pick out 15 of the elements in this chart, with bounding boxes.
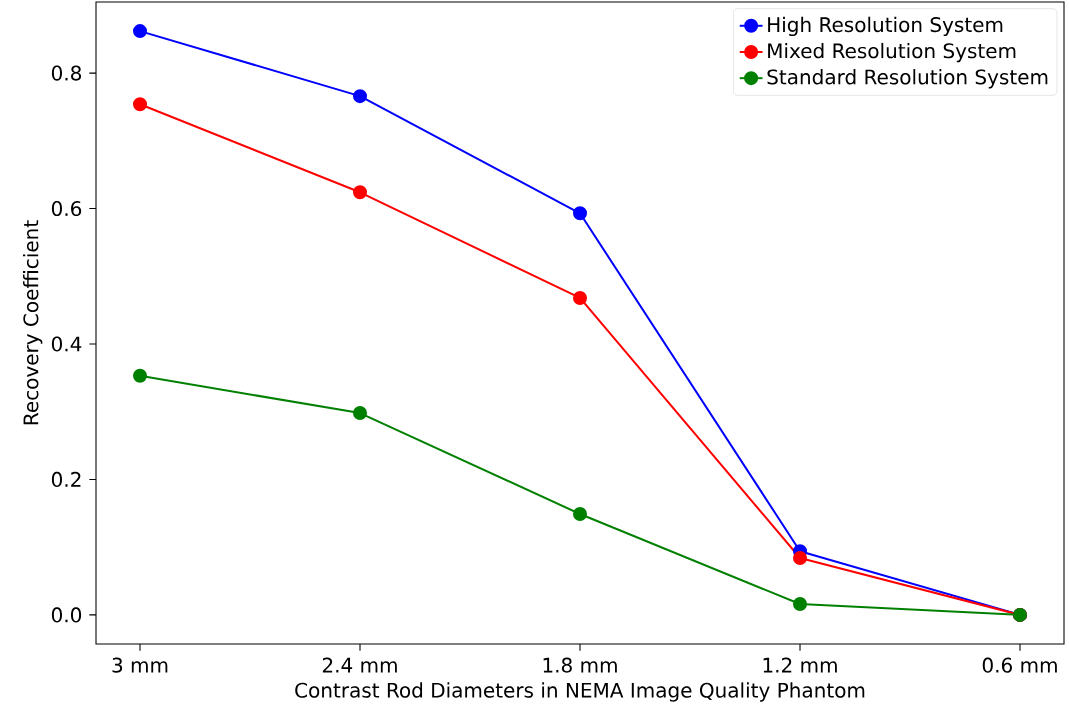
legend-label: Standard Resolution System bbox=[767, 69, 1048, 89]
y-tick-label: 0.0 bbox=[51, 607, 82, 623]
x-tick-label: 1.2 mm bbox=[763, 657, 837, 673]
legend-label: High Resolution System bbox=[768, 16, 1003, 37]
x-axis-title: Contrast Rod Diameters in NEMA Image Quality Phantom bbox=[295, 682, 865, 702]
legend-label: Mixed Resolution System bbox=[768, 42, 1016, 63]
y-axis-title: Recovery Coefficient bbox=[22, 220, 43, 425]
y-tick-label: 0.4 bbox=[51, 336, 82, 352]
y-tick-label: 0.6 bbox=[51, 200, 82, 217]
x-tick-label: 0.6 mm bbox=[982, 657, 1057, 673]
x-tick-label: 3 mm bbox=[112, 657, 168, 673]
x-tick-label: 2.4 mm bbox=[322, 657, 397, 673]
y-tick-label: 0.8 bbox=[51, 65, 82, 81]
y-tick-label: 0.2 bbox=[51, 471, 81, 488]
x-tick-label: 1.8 mm bbox=[543, 657, 617, 673]
